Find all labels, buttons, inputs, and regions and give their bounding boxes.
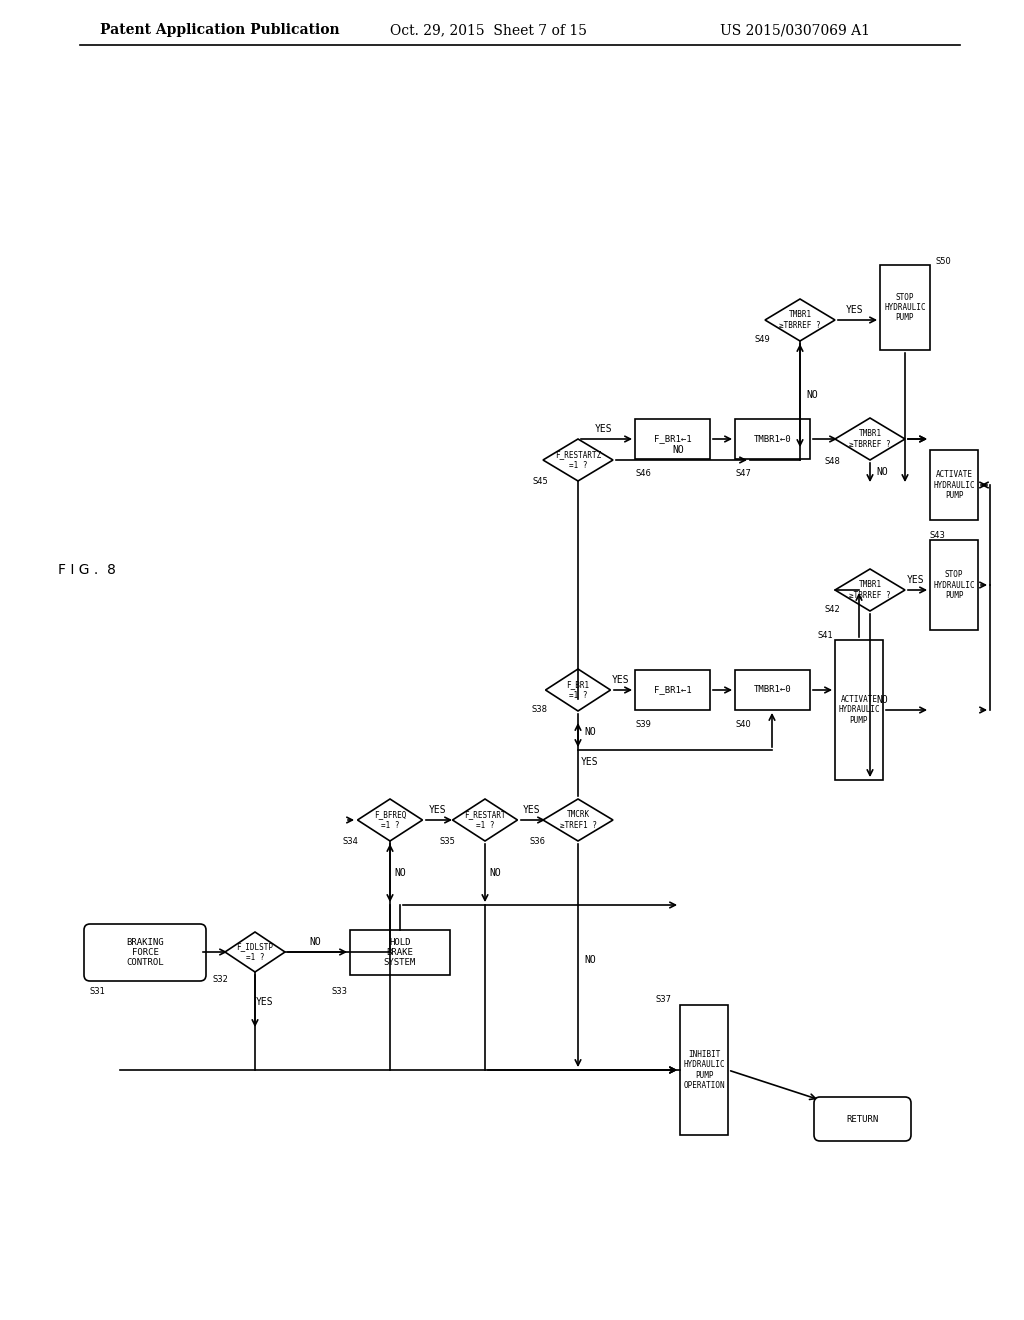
Text: YES: YES <box>523 805 541 814</box>
FancyBboxPatch shape <box>84 924 206 981</box>
Polygon shape <box>543 440 613 480</box>
Polygon shape <box>835 418 905 459</box>
Text: F_BFREQ
=1 ?: F_BFREQ =1 ? <box>374 810 407 830</box>
Text: TMBR1
≥TBRREF ?: TMBR1 ≥TBRREF ? <box>849 581 891 599</box>
Text: NO: NO <box>309 937 321 946</box>
Text: S43: S43 <box>930 531 946 540</box>
Text: ACTIVATE
HYDRAULIC
PUMP: ACTIVATE HYDRAULIC PUMP <box>839 696 880 725</box>
Text: YES: YES <box>907 576 925 585</box>
Text: F_IDLSTP
=1 ?: F_IDLSTP =1 ? <box>237 942 273 962</box>
Text: NO: NO <box>489 869 501 878</box>
Text: S50: S50 <box>936 257 951 267</box>
Text: S36: S36 <box>529 837 545 846</box>
Text: S47: S47 <box>735 469 751 478</box>
Text: S46: S46 <box>635 469 651 478</box>
Text: TMBR1←0: TMBR1←0 <box>754 434 792 444</box>
Polygon shape <box>225 932 285 972</box>
Text: S41: S41 <box>817 631 833 639</box>
Polygon shape <box>453 799 517 841</box>
Text: F_RESTARTZ
=1 ?: F_RESTARTZ =1 ? <box>555 450 601 470</box>
FancyBboxPatch shape <box>835 640 883 780</box>
Text: RETURN: RETURN <box>847 1114 879 1123</box>
Text: STOP
HYDRAULIC
PUMP: STOP HYDRAULIC PUMP <box>933 570 975 599</box>
Text: INHIBIT
HYDRAULIC
PUMP
OPERATION: INHIBIT HYDRAULIC PUMP OPERATION <box>683 1049 725 1090</box>
Text: S39: S39 <box>635 719 651 729</box>
Text: NO: NO <box>806 389 818 400</box>
FancyBboxPatch shape <box>735 418 810 459</box>
Text: S42: S42 <box>824 606 840 615</box>
Text: NO: NO <box>877 696 888 705</box>
Text: F_RESTART
=1 ?: F_RESTART =1 ? <box>464 810 506 830</box>
FancyBboxPatch shape <box>635 671 710 710</box>
Text: Patent Application Publication: Patent Application Publication <box>100 22 340 37</box>
Text: TMBR1
≥TBRREF ?: TMBR1 ≥TBRREF ? <box>849 429 891 449</box>
Text: TMBR1←0: TMBR1←0 <box>754 685 792 694</box>
Text: YES: YES <box>846 305 864 315</box>
Text: S40: S40 <box>735 719 751 729</box>
FancyBboxPatch shape <box>930 540 978 630</box>
Text: ACTIVATE
HYDRAULIC
PUMP: ACTIVATE HYDRAULIC PUMP <box>933 470 975 500</box>
Polygon shape <box>765 300 835 341</box>
Text: YES: YES <box>582 756 599 767</box>
FancyBboxPatch shape <box>880 265 930 350</box>
Text: F_BR1
=1 ?: F_BR1 =1 ? <box>566 680 590 700</box>
Text: TMCRK
≥TREF1 ?: TMCRK ≥TREF1 ? <box>559 810 597 830</box>
Text: YES: YES <box>595 424 612 434</box>
Text: NO: NO <box>877 467 888 477</box>
Text: YES: YES <box>429 805 446 814</box>
Text: HOLD
BRAKE
SYSTEM: HOLD BRAKE SYSTEM <box>384 937 416 968</box>
Polygon shape <box>546 669 610 711</box>
Text: F_BR1←1: F_BR1←1 <box>653 434 691 444</box>
Text: Oct. 29, 2015  Sheet 7 of 15: Oct. 29, 2015 Sheet 7 of 15 <box>390 22 587 37</box>
Text: S35: S35 <box>439 837 455 846</box>
Text: NO: NO <box>394 869 406 878</box>
Text: YES: YES <box>256 997 273 1007</box>
Text: S49: S49 <box>755 335 770 345</box>
Polygon shape <box>543 799 613 841</box>
Text: NO: NO <box>584 954 596 965</box>
Text: YES: YES <box>612 675 630 685</box>
Text: US 2015/0307069 A1: US 2015/0307069 A1 <box>720 22 870 37</box>
Text: F_BR1←1: F_BR1←1 <box>653 685 691 694</box>
Text: S48: S48 <box>824 457 840 466</box>
Text: S38: S38 <box>532 705 548 714</box>
FancyBboxPatch shape <box>680 1005 728 1135</box>
Polygon shape <box>357 799 423 841</box>
Text: S32: S32 <box>212 975 228 985</box>
Text: S33: S33 <box>332 987 348 997</box>
Polygon shape <box>835 569 905 611</box>
Text: F I G .  8: F I G . 8 <box>58 564 116 577</box>
Text: NO: NO <box>672 445 684 455</box>
FancyBboxPatch shape <box>735 671 810 710</box>
Text: S45: S45 <box>532 478 548 487</box>
Text: BRAKING
FORCE
CONTROL: BRAKING FORCE CONTROL <box>126 937 164 968</box>
Text: S37: S37 <box>656 995 672 1005</box>
Text: STOP
HYDRAULIC
PUMP: STOP HYDRAULIC PUMP <box>884 293 926 322</box>
Text: NO: NO <box>584 727 596 737</box>
Text: S34: S34 <box>342 837 358 846</box>
Text: TMBR1
≥TBRREF ?: TMBR1 ≥TBRREF ? <box>779 310 821 330</box>
FancyBboxPatch shape <box>635 418 710 459</box>
FancyBboxPatch shape <box>814 1097 911 1140</box>
FancyBboxPatch shape <box>930 450 978 520</box>
FancyBboxPatch shape <box>350 931 450 975</box>
Text: S31: S31 <box>90 987 105 997</box>
